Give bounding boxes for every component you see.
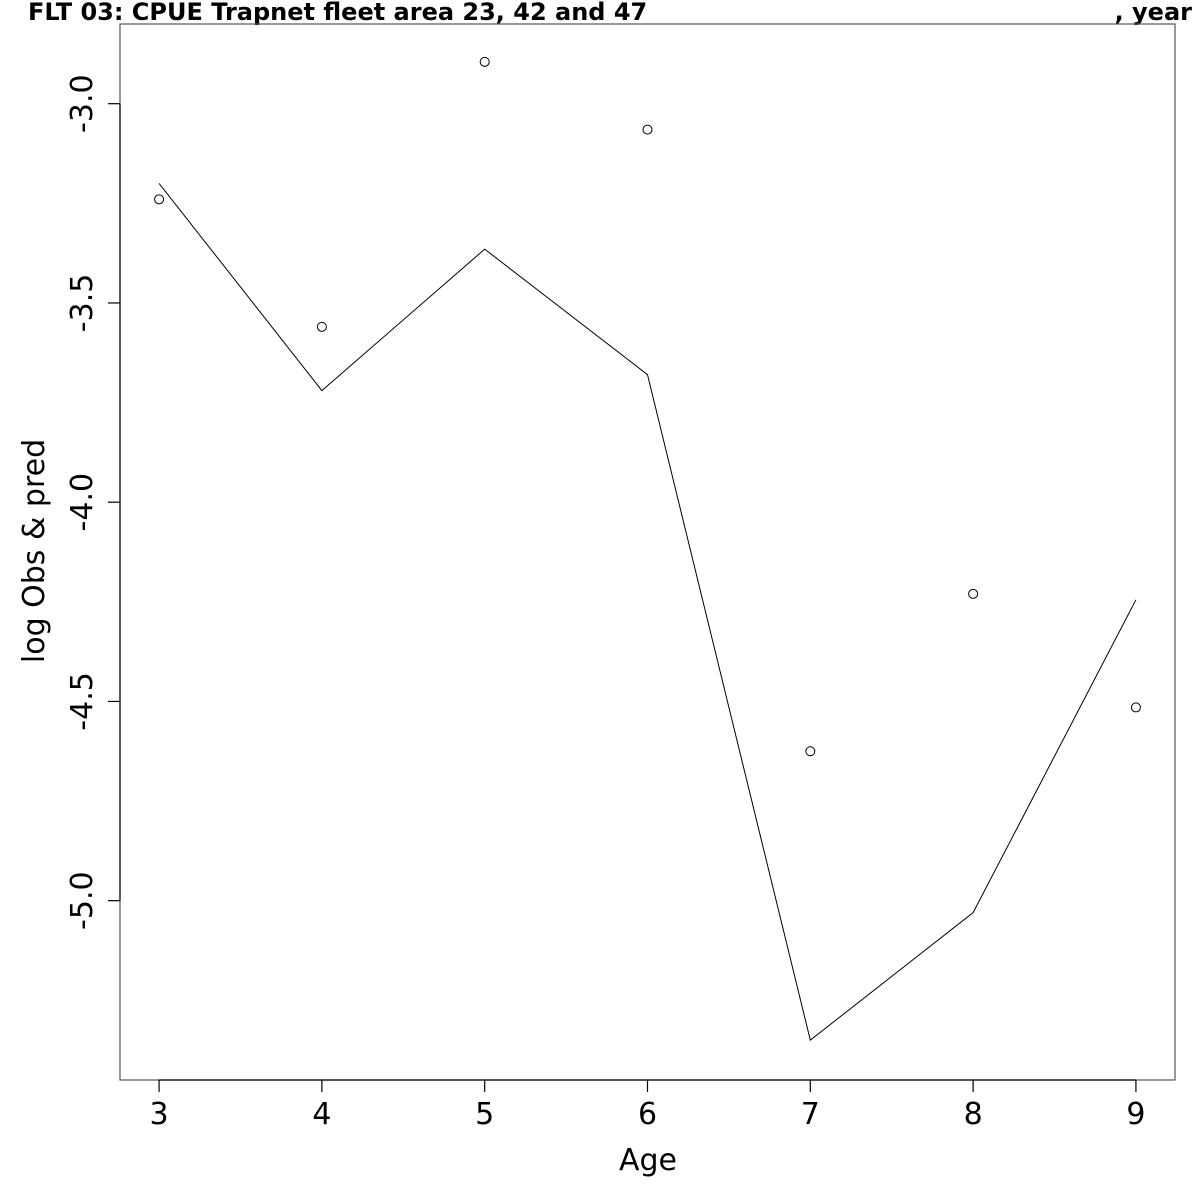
observed-point (316, 321, 327, 332)
y-axis-label: log Obs & pred (17, 439, 52, 663)
x-axis-label: Age (619, 1143, 677, 1178)
chart-title: FLT 03: CPUE Trapnet fleet area 23, 42 a… (28, 0, 647, 26)
observed-point (154, 194, 165, 205)
observed-point (642, 124, 653, 135)
x-axis: 3 4 5 6 7 8 9 (150, 1079, 1145, 1132)
y-tick-label: -4.5 (65, 672, 100, 731)
plot-frame (119, 23, 1176, 1081)
chart-title-suffix: , year (1115, 0, 1193, 26)
observed-point (479, 56, 490, 67)
x-tick-label: 8 (964, 1097, 983, 1132)
y-tick-label: -3.0 (65, 74, 100, 133)
x-tick-label: 3 (150, 1097, 169, 1132)
x-tick-label: 6 (638, 1097, 657, 1132)
x-tick-label: 9 (1126, 1097, 1145, 1132)
predicted-line (158, 183, 1137, 1042)
y-tick-label: -5.0 (65, 871, 100, 930)
y-axis: -3.0 -3.5 -4.0 -4.5 -5.0 (65, 74, 121, 930)
x-tick-label: 5 (475, 1097, 494, 1132)
x-tick-label: 4 (312, 1097, 331, 1132)
y-tick-label: -3.5 (65, 274, 100, 333)
x-tick-label: 7 (801, 1097, 820, 1132)
observed-point (968, 588, 979, 599)
observed-point (1130, 702, 1141, 713)
series-layer (154, 56, 1141, 1042)
y-tick-label: -4.0 (65, 473, 100, 532)
observed-point (805, 746, 816, 757)
